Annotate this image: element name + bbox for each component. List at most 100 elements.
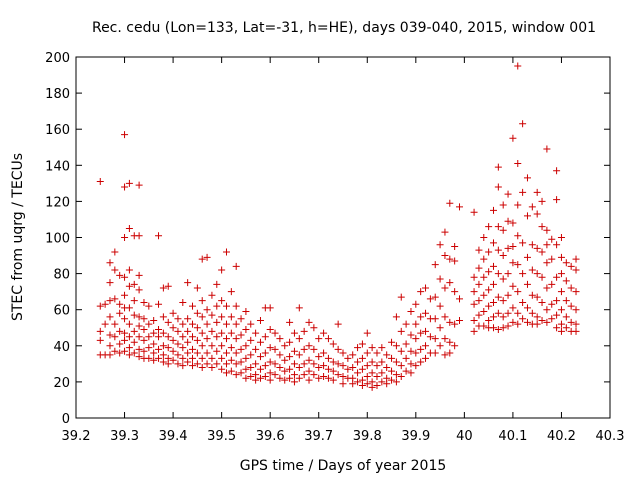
- data-point: [193, 349, 201, 357]
- data-point: [392, 371, 400, 379]
- data-point: [106, 259, 114, 267]
- data-point: [383, 363, 391, 371]
- data-point: [499, 226, 507, 234]
- data-point: [533, 210, 541, 218]
- data-point: [567, 302, 575, 310]
- data-point: [130, 280, 138, 288]
- data-point: [470, 273, 478, 281]
- data-point: [218, 354, 226, 362]
- data-point: [494, 183, 502, 191]
- data-point: [562, 259, 570, 267]
- data-point: [164, 282, 172, 290]
- data-point: [135, 333, 143, 341]
- data-point: [208, 291, 216, 299]
- data-point: [363, 329, 371, 337]
- data-point: [121, 315, 129, 323]
- data-point: [494, 326, 502, 334]
- data-point: [305, 318, 313, 326]
- data-point: [334, 360, 342, 368]
- data-point: [436, 302, 444, 310]
- data-point: [159, 342, 167, 350]
- data-point: [324, 374, 332, 382]
- data-point: [179, 362, 187, 370]
- data-point: [436, 241, 444, 249]
- data-point: [557, 306, 565, 314]
- data-point: [290, 347, 298, 355]
- data-point: [354, 344, 362, 352]
- data-point: [189, 354, 197, 362]
- data-point: [121, 291, 129, 299]
- data-point: [184, 315, 192, 323]
- data-point: [140, 315, 148, 323]
- data-point: [315, 353, 323, 361]
- data-point: [121, 234, 129, 241]
- data-point: [397, 327, 405, 335]
- data-point: [494, 293, 502, 301]
- data-point: [169, 336, 177, 344]
- data-point: [349, 380, 357, 388]
- data-point: [562, 297, 570, 305]
- data-point: [266, 344, 274, 352]
- data-point: [247, 320, 255, 328]
- data-point: [155, 300, 163, 308]
- data-point: [523, 212, 531, 220]
- data-point: [557, 270, 565, 278]
- data-point: [504, 244, 512, 252]
- data-point: [334, 320, 342, 328]
- data-point: [519, 315, 527, 323]
- data-point: [227, 329, 235, 337]
- data-point: [412, 300, 420, 308]
- data-point: [208, 363, 216, 371]
- data-point: [553, 311, 561, 319]
- data-point: [489, 262, 497, 270]
- data-point: [159, 284, 167, 292]
- data-point: [174, 360, 182, 368]
- data-point: [106, 342, 114, 350]
- data-point: [470, 208, 478, 216]
- data-point: [276, 374, 284, 382]
- data-point: [504, 322, 512, 330]
- data-point: [290, 329, 298, 337]
- data-point: [125, 282, 133, 290]
- data-point: [572, 288, 580, 296]
- data-point: [305, 342, 313, 350]
- x-tick-label: 39.9: [401, 429, 430, 444]
- data-point: [523, 253, 531, 261]
- data-point: [548, 255, 556, 263]
- data-point: [553, 196, 561, 204]
- data-point: [266, 326, 274, 334]
- data-point: [116, 327, 124, 335]
- y-axis-label: STEC from uqrg / TECUs: [10, 153, 26, 321]
- data-point: [538, 317, 546, 325]
- data-point: [140, 336, 148, 344]
- data-point: [164, 333, 172, 341]
- y-tick-label: 100: [45, 232, 70, 247]
- y-tick-label: 60: [53, 304, 70, 319]
- data-point: [121, 183, 129, 191]
- x-tick-label: 39.5: [207, 429, 236, 444]
- data-point: [329, 367, 337, 375]
- data-point: [300, 371, 308, 379]
- data-point: [121, 347, 129, 355]
- data-point: [329, 340, 337, 348]
- data-point: [222, 302, 230, 310]
- data-point: [222, 335, 230, 343]
- data-point: [281, 356, 289, 364]
- x-tick-label: 39.4: [159, 429, 188, 444]
- data-point: [334, 345, 342, 353]
- data-point: [174, 327, 182, 335]
- data-point: [106, 351, 114, 359]
- data-point: [310, 360, 318, 368]
- data-point: [572, 327, 580, 335]
- data-point: [193, 324, 201, 332]
- data-point: [164, 360, 172, 368]
- data-point: [252, 360, 260, 368]
- data-point: [266, 369, 274, 377]
- data-point: [339, 349, 347, 357]
- data-point: [475, 280, 483, 288]
- data-point: [378, 378, 386, 386]
- data-point: [281, 342, 289, 350]
- data-point: [247, 372, 255, 380]
- data-point: [295, 351, 303, 359]
- y-tick-label: 80: [53, 268, 70, 283]
